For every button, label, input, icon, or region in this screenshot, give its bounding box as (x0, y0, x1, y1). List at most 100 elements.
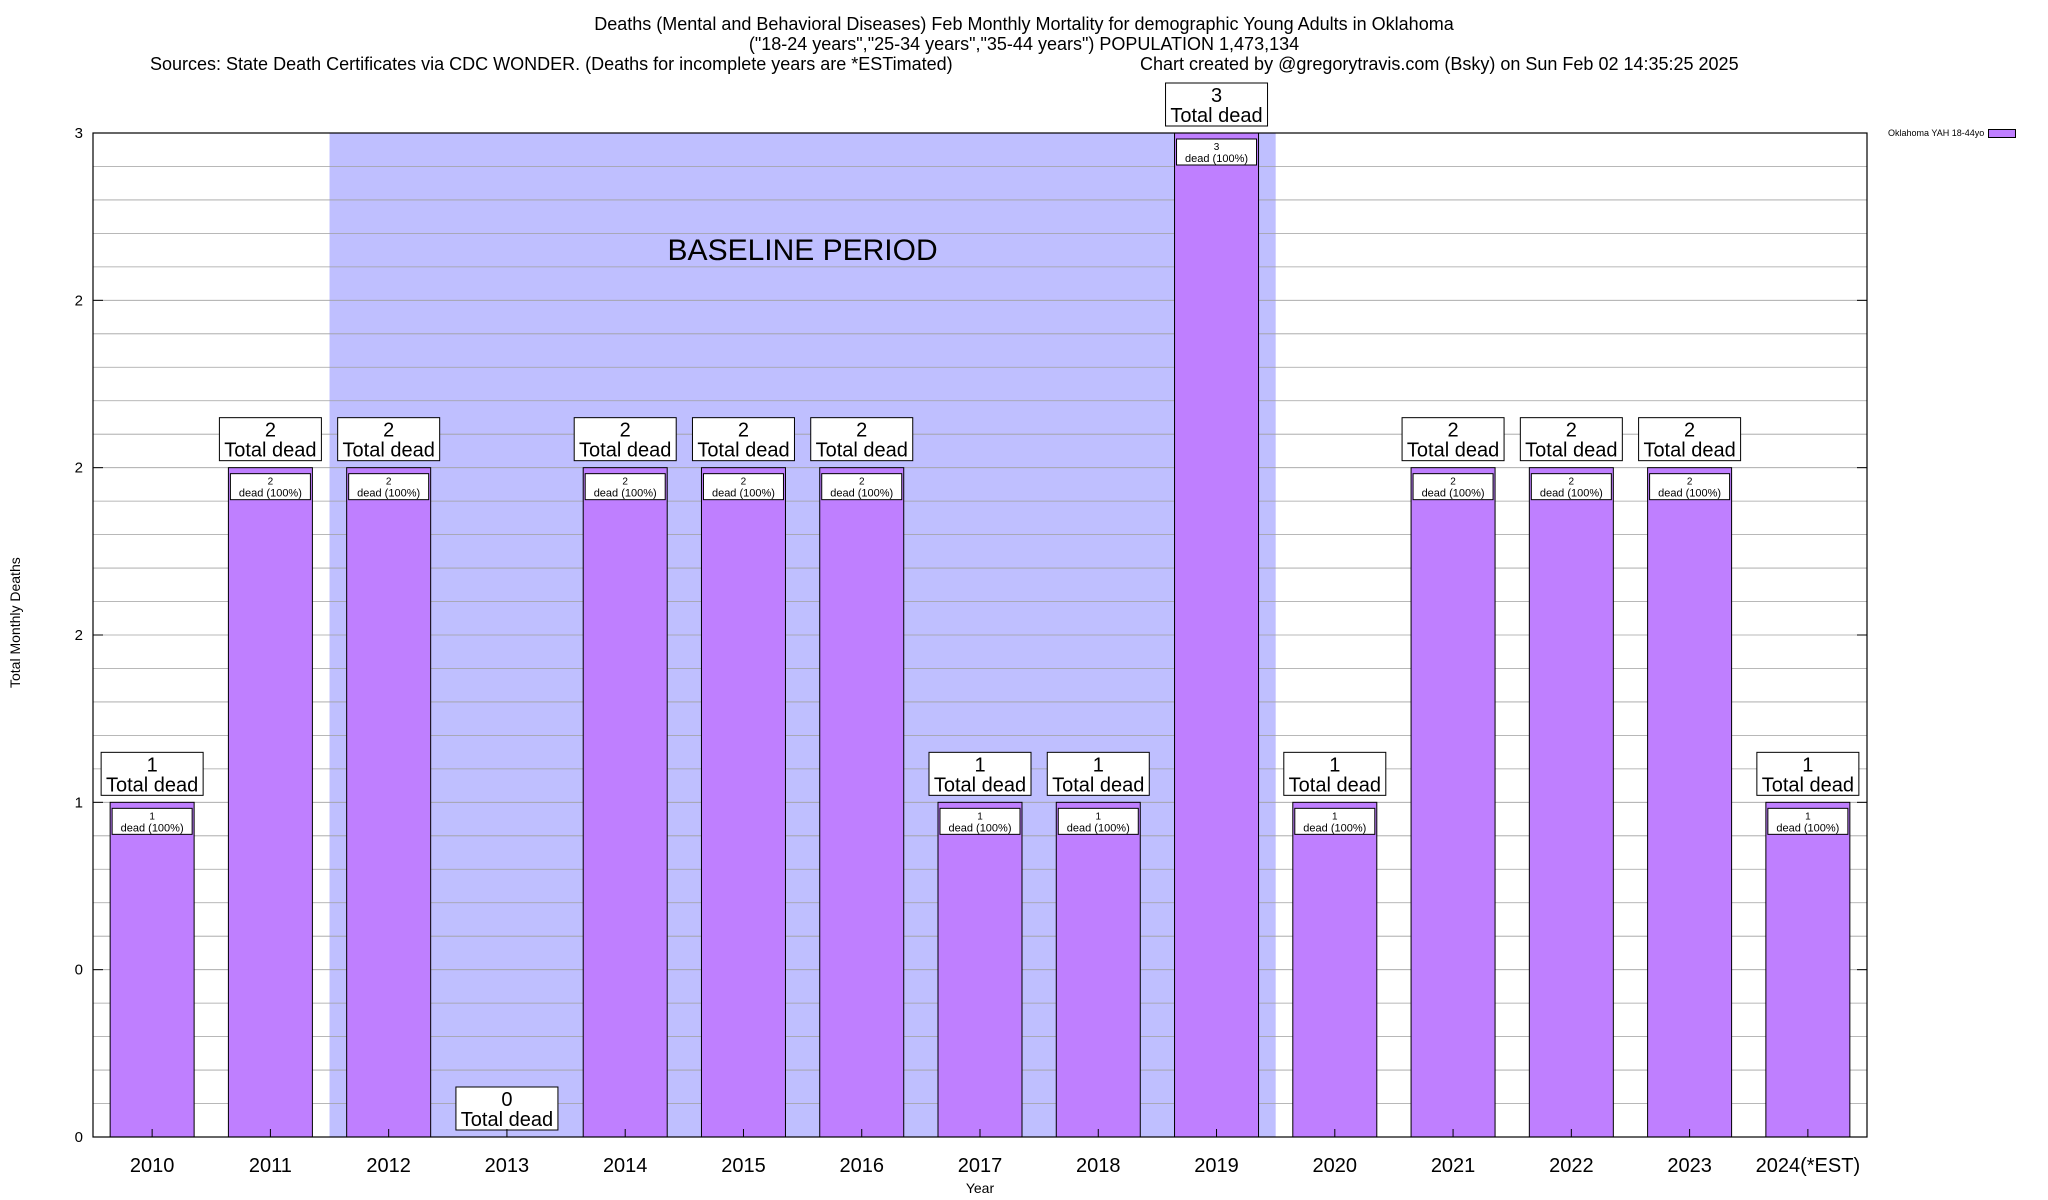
bar-total-text: Total dead (1170, 105, 1262, 127)
bar-total-text: Total dead (579, 440, 671, 462)
chart-title: Deaths (Mental and Behavioral Diseases) … (594, 14, 1454, 34)
bar-inner-label-box (702, 473, 784, 501)
bar-inner-text: dead (100%) (357, 488, 420, 500)
legend: Oklahoma YAH 18-44yo (1888, 128, 2017, 139)
bar-inner-label-box (1176, 138, 1258, 166)
bar-inner-label-box (229, 473, 311, 501)
bar-inner-value: 1 (1332, 811, 1338, 822)
bar-inner-label-box (821, 473, 903, 501)
bar-total-text: Total dead (106, 774, 198, 796)
x-tick-label: 2022 (1549, 1155, 1594, 1177)
bar-inner-text: dead (100%) (1067, 822, 1130, 834)
bar-total-label-box (810, 417, 914, 462)
bar-total-value: 3 (1211, 85, 1222, 107)
bar-inner-value: 1 (149, 811, 155, 822)
bar-inner-text: dead (100%) (712, 488, 775, 500)
bar-inner-label-box (1649, 473, 1731, 501)
bar-inner-label-box (1530, 473, 1612, 501)
bar-inner-text: dead (100%) (594, 488, 657, 500)
bar (1055, 801, 1141, 1138)
x-axis-label: Year (965, 1180, 995, 1196)
bar-inner-label-box (939, 807, 1021, 835)
bar (227, 467, 313, 1138)
bar-inner-value: 2 (1687, 477, 1693, 488)
bar-total-value: 2 (265, 420, 276, 442)
bar-inner-value: 2 (1450, 477, 1456, 488)
bar-total-text: Total dead (1407, 440, 1499, 462)
x-tick-label: 2024(*EST) (1756, 1155, 1861, 1177)
bar-total-label-box (1519, 417, 1623, 462)
x-tick-label: 2011 (249, 1155, 292, 1177)
baseline-label: BASELINE PERIOD (668, 234, 938, 267)
bar-total-label-box (1638, 417, 1742, 462)
x-tick-label: 2012 (366, 1155, 411, 1177)
y-tick-label: 2 (75, 460, 83, 477)
y-tick-label: 3 (75, 125, 83, 142)
x-tick-label: 2021 (1431, 1155, 1476, 1177)
bar-inner-text: dead (100%) (1776, 822, 1839, 834)
y-tick-label: 2 (75, 292, 83, 309)
bar-inner-text: dead (100%) (1422, 488, 1485, 500)
bar-total-label-box (691, 417, 795, 462)
bar-total-value: 1 (1802, 754, 1813, 776)
bar-total-value: 2 (383, 420, 394, 442)
bar-total-value: 2 (1566, 420, 1577, 442)
y-tick-label: 2 (75, 627, 83, 644)
bar-inner-text: dead (100%) (1303, 822, 1366, 834)
credit-note: Chart created by @gregorytravis.com (Bsk… (1140, 54, 1739, 74)
bar-inner-value: 2 (741, 477, 747, 488)
x-tick-label: 2017 (958, 1155, 1003, 1177)
bar (1528, 467, 1614, 1138)
bar-total-value: 1 (1329, 754, 1340, 776)
x-tick-label: 2013 (485, 1155, 530, 1177)
bar-inner-text: dead (100%) (121, 822, 184, 834)
bar-total-label-box (928, 751, 1032, 796)
bar (1174, 132, 1260, 1138)
bar-total-text: Total dead (1052, 774, 1144, 796)
bar-total-label-box (1756, 751, 1860, 796)
bar-total-text: Total dead (816, 440, 908, 462)
bar-inner-text: dead (100%) (1185, 153, 1248, 165)
source-note: Sources: State Death Certificates via CD… (150, 54, 953, 74)
bar-total-text: Total dead (1525, 440, 1617, 462)
bar-total-text: Total dead (1643, 440, 1735, 462)
bar-total-label-box (573, 417, 677, 462)
bar (819, 467, 905, 1138)
bar (109, 801, 195, 1138)
bar-total-label-box (1283, 751, 1387, 796)
bar (1765, 801, 1851, 1138)
bar-total-value: 0 (501, 1089, 512, 1111)
bar (1410, 467, 1496, 1138)
bar-total-label-box (1165, 82, 1269, 127)
x-tick-label: 2014 (603, 1155, 648, 1177)
bar-total-value: 2 (856, 420, 867, 442)
bar-total-text: Total dead (1762, 774, 1854, 796)
x-tick-label: 2023 (1667, 1155, 1712, 1177)
bar-inner-label-box (348, 473, 430, 501)
bar-inner-value: 2 (622, 477, 628, 488)
bar-inner-value: 1 (1805, 811, 1811, 822)
bar-inner-label-box (1294, 807, 1376, 835)
bar-inner-value: 2 (1569, 477, 1575, 488)
bar-total-text: Total dead (934, 774, 1026, 796)
bar-inner-value: 2 (386, 477, 392, 488)
bar-total-value: 2 (620, 420, 631, 442)
bar-inner-label-box (1767, 807, 1849, 835)
y-tick-label: 0 (75, 962, 83, 979)
bar-inner-value: 2 (859, 477, 865, 488)
bar (937, 801, 1023, 1138)
x-tick-label: 2020 (1313, 1155, 1358, 1177)
chart-subtitle: ("18-24 years","25-34 years","35-44 year… (748, 34, 1300, 54)
bar-total-text: Total dead (343, 440, 435, 462)
y-tick-label: 0 (75, 1129, 83, 1146)
bar-total-text: Total dead (461, 1109, 553, 1131)
x-tick-label: 2016 (839, 1155, 884, 1177)
bar-inner-label-box (1412, 473, 1494, 501)
x-tick-label: 2018 (1076, 1155, 1121, 1177)
bar-total-text: Total dead (224, 440, 316, 462)
bar-total-label-box (218, 417, 322, 462)
legend-swatch (1988, 129, 2017, 139)
x-tick-label: 2010 (130, 1155, 175, 1177)
bar-inner-text: dead (100%) (949, 822, 1012, 834)
